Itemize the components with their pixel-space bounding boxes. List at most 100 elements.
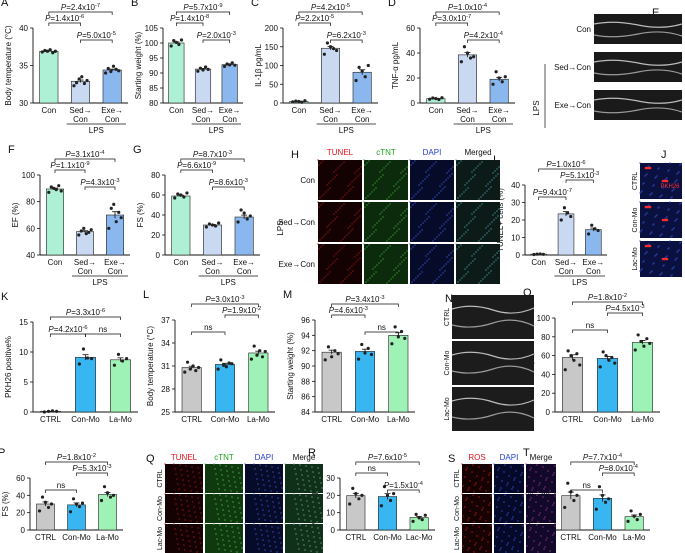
image-speck (436, 194, 438, 196)
image-speck (460, 202, 462, 204)
data-point (206, 67, 210, 71)
image-speck (531, 519, 533, 521)
image-speck (549, 520, 551, 522)
significance-bracket (48, 22, 81, 26)
image-speck (318, 532, 320, 534)
image-speck (184, 489, 186, 491)
image-speck (312, 501, 314, 503)
image-speck (525, 463, 527, 465)
p-value-label: P=5.1x10-3 (560, 171, 599, 180)
significance-bracket (298, 22, 331, 26)
significance-bracket (435, 11, 500, 15)
p-exponent: -6 (82, 325, 87, 331)
image-speck (199, 507, 201, 509)
image-speck (186, 530, 188, 532)
image-speck (311, 496, 313, 498)
p-value-label: P=3.3x10-6 (66, 308, 105, 317)
data-point (107, 226, 111, 230)
image-speck (198, 502, 200, 504)
image-speck (662, 187, 664, 189)
image-speck (510, 466, 512, 468)
image-speck (325, 191, 327, 193)
data-point (388, 498, 393, 503)
x-tick-label: Con (73, 115, 88, 124)
p-exponent: -3 (594, 171, 599, 177)
image-speck (497, 529, 499, 531)
y-tick-label: 94 (301, 331, 310, 340)
p-letter: P (209, 178, 215, 187)
image-speck (474, 514, 476, 516)
image-speck (346, 276, 348, 278)
data-point (297, 99, 301, 104)
image-speck (482, 236, 484, 238)
image-speck (537, 491, 539, 493)
echo-trace (451, 319, 535, 328)
image-speck (540, 505, 542, 507)
image-speck (493, 177, 495, 179)
image-speck (639, 201, 641, 203)
image-speck (446, 256, 448, 258)
image-speck (531, 489, 533, 491)
image-speck (417, 233, 419, 235)
image-speck (442, 188, 444, 190)
image-speck (311, 526, 313, 528)
data-point (648, 341, 652, 345)
image-speck (293, 493, 295, 495)
image-speck (468, 180, 470, 182)
image-speck (642, 222, 644, 224)
data-point (465, 51, 470, 55)
data-point (569, 214, 573, 219)
data-point (213, 224, 218, 228)
image-speck (652, 224, 654, 226)
image-speck (357, 217, 359, 219)
data-point (328, 45, 333, 49)
pkh26-signal (646, 244, 650, 248)
data-point (89, 228, 93, 232)
image-speck (342, 196, 344, 198)
y-tick-label: 5 (24, 378, 29, 387)
image-speck (241, 517, 243, 519)
image-speck (542, 496, 544, 498)
data-point (331, 47, 336, 51)
image-speck (521, 502, 523, 504)
image-speck (346, 192, 348, 194)
image-speck (201, 487, 203, 489)
significance-bracket (202, 39, 231, 43)
data-point (626, 519, 630, 523)
image-speck (195, 546, 197, 548)
y-tick-label: 30 (326, 474, 335, 483)
significance-bracket (538, 196, 567, 200)
image-speck (260, 529, 262, 531)
image-speck (486, 232, 488, 234)
image-speck (376, 264, 378, 266)
image-speck (517, 490, 519, 492)
image-speck (381, 211, 383, 213)
bar (102, 69, 122, 104)
image-speck (467, 187, 469, 189)
data-point (403, 336, 407, 340)
image-speck (483, 500, 485, 502)
image-speck (321, 237, 323, 239)
data-point (597, 485, 602, 489)
image-speck (519, 541, 521, 543)
image-speck (441, 267, 443, 269)
image-speck (164, 463, 166, 465)
p-letter: P (183, 3, 189, 12)
y-tick-label: 100 (145, 39, 159, 48)
image-speck (477, 249, 479, 251)
image-speck (467, 489, 469, 491)
image-speck (352, 270, 354, 272)
data-point (191, 364, 195, 368)
image-speck (544, 486, 546, 488)
x-tick-label: Con (492, 115, 507, 124)
image-speck (415, 193, 417, 195)
image-speck (357, 259, 359, 261)
image-speck (493, 261, 495, 263)
panel-letter: T (523, 447, 530, 459)
image-speck (467, 271, 469, 273)
image-tile (640, 163, 682, 199)
image-speck (201, 547, 203, 549)
p-letter: P (583, 453, 589, 462)
image-speck (500, 517, 502, 519)
